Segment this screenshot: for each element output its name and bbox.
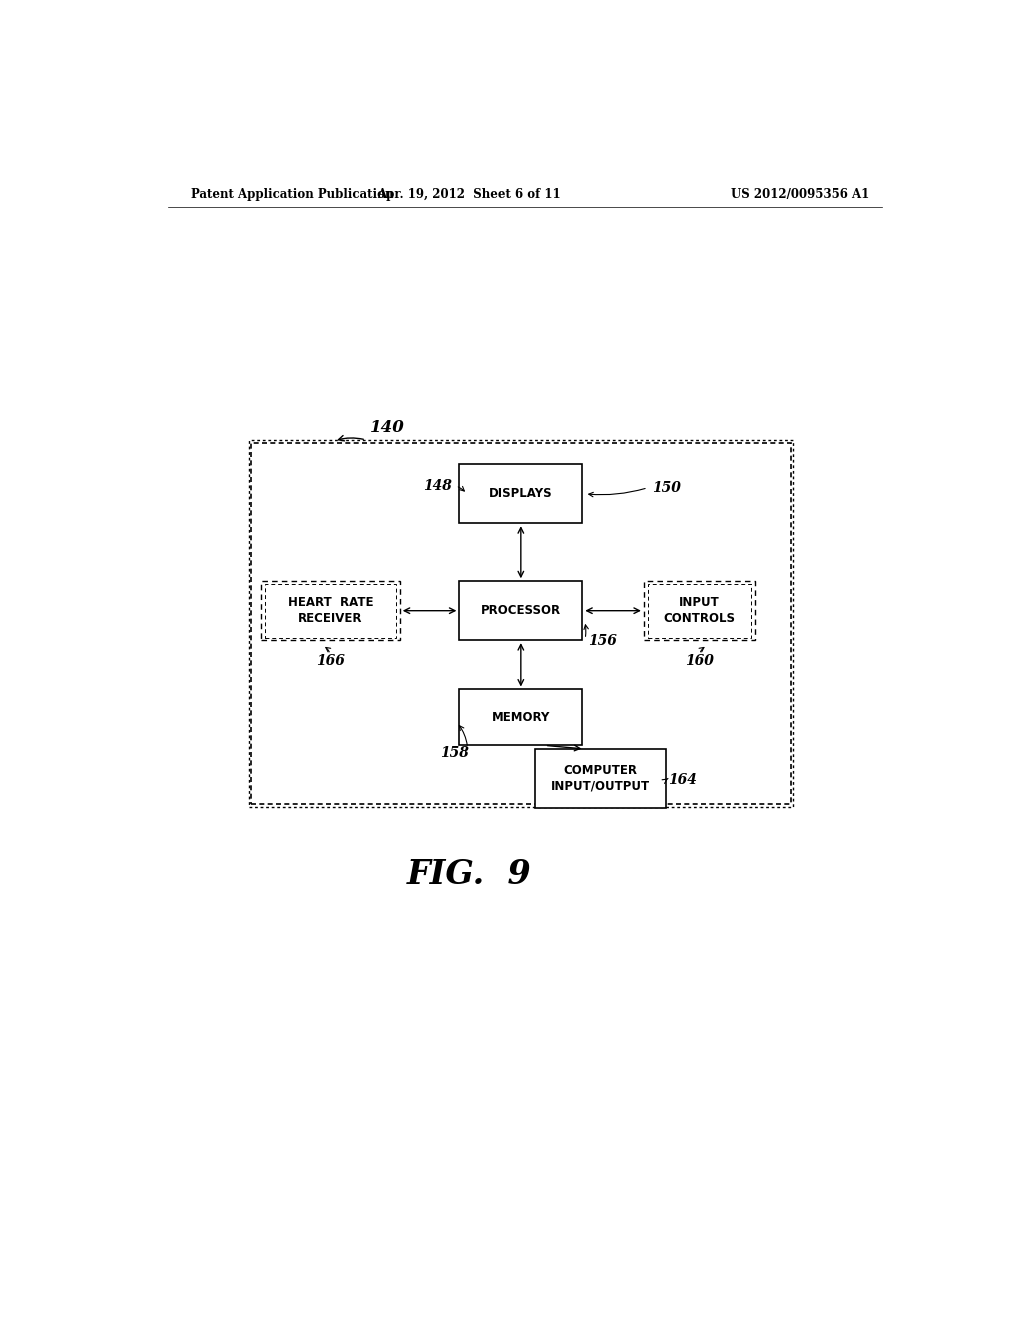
Text: 166: 166 — [316, 653, 345, 668]
Text: MEMORY: MEMORY — [492, 711, 550, 723]
Bar — [648, 583, 751, 638]
Text: 148: 148 — [423, 479, 452, 492]
Bar — [644, 581, 755, 640]
Text: DISPLAYS: DISPLAYS — [489, 487, 553, 500]
Text: Patent Application Publication: Patent Application Publication — [191, 189, 394, 202]
Bar — [261, 581, 399, 640]
Bar — [249, 440, 793, 807]
Text: 160: 160 — [685, 653, 714, 668]
Bar — [460, 581, 583, 640]
Text: 150: 150 — [652, 480, 681, 495]
Bar — [460, 465, 583, 523]
Text: INPUT
CONTROLS: INPUT CONTROLS — [664, 597, 735, 626]
Text: HEART  RATE
RECEIVER: HEART RATE RECEIVER — [288, 597, 373, 626]
Text: 164: 164 — [668, 774, 696, 788]
Text: 156: 156 — [588, 634, 617, 648]
Text: Apr. 19, 2012  Sheet 6 of 11: Apr. 19, 2012 Sheet 6 of 11 — [378, 189, 561, 202]
Text: COMPUTER
INPUT/OUTPUT: COMPUTER INPUT/OUTPUT — [551, 764, 650, 793]
Text: PROCESSOR: PROCESSOR — [481, 605, 561, 618]
Text: FIG.  9: FIG. 9 — [407, 858, 531, 891]
Bar — [535, 748, 666, 808]
Bar — [265, 583, 396, 638]
Bar — [251, 444, 791, 804]
Text: US 2012/0095356 A1: US 2012/0095356 A1 — [731, 189, 869, 202]
Text: 140: 140 — [370, 420, 404, 436]
Text: 158: 158 — [440, 746, 469, 760]
Bar — [460, 689, 583, 746]
